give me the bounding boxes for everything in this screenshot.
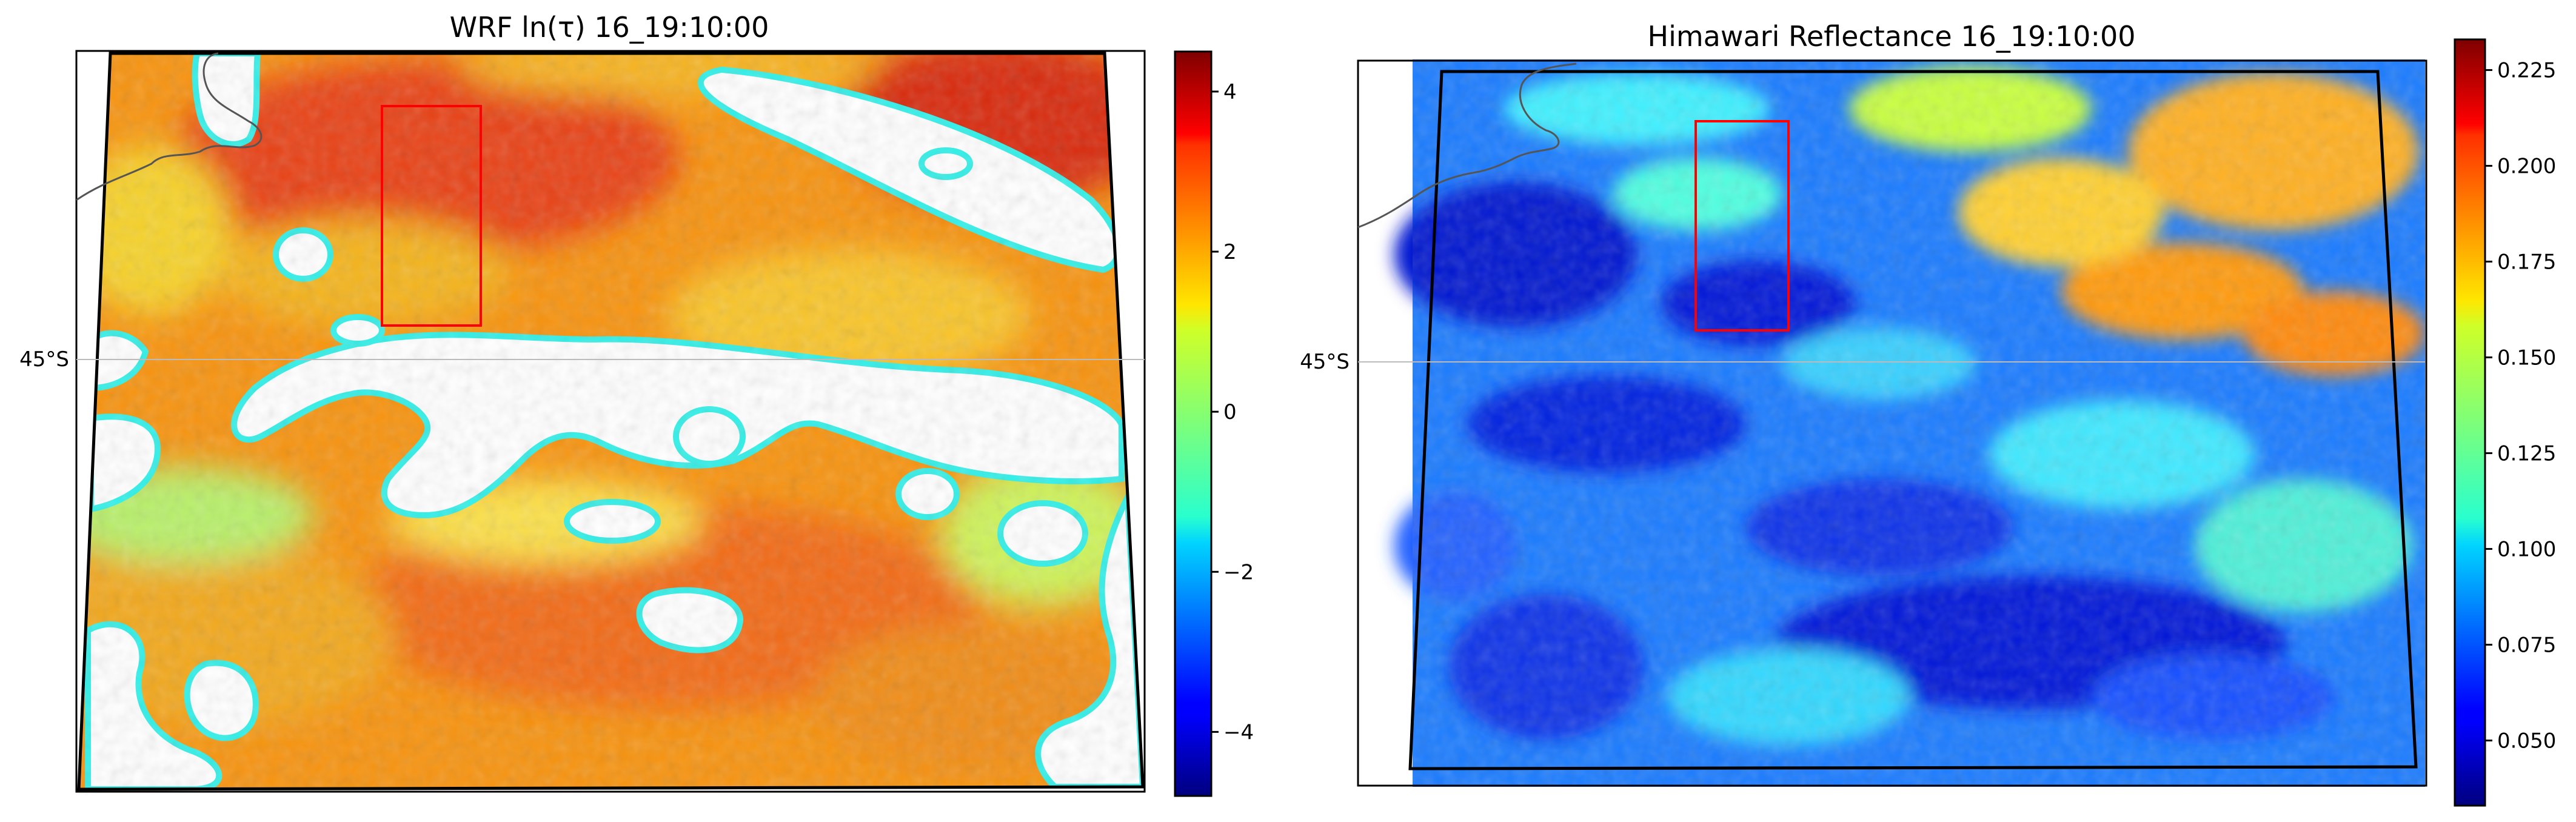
wrf-axes-frame: [75, 50, 1146, 793]
wrf-colorbar-tick-label: −2: [1223, 560, 1254, 584]
himawari-domain-boundary: [1408, 70, 2418, 770]
wrf-red-box: [381, 105, 482, 327]
wrf-colorbar-tick-label: 4: [1223, 80, 1237, 104]
wrf-colorbar-ticks: 4 2 0 −2 −4: [1211, 80, 1254, 744]
himawari-field: [1394, 59, 2425, 787]
himawari-coastline: [1357, 62, 1577, 229]
himawari-colorbar-tick-label: 0.125: [2497, 442, 2556, 466]
himawari-lat-label: 45°S: [1300, 350, 1350, 374]
himawari-colorbar-tick-label: 0.225: [2497, 59, 2556, 83]
himawari-axes-frame: [1357, 59, 2427, 787]
himawari-panel: Himawari Reflectance 16_19:10:00: [1300, 20, 2556, 807]
wrf-field: [79, 53, 1143, 789]
himawari-colorbar-tick-label: 0.150: [2497, 346, 2556, 370]
wrf-colorbar-gradient: [1174, 50, 1213, 797]
himawari-colorbar-ticks: 0.225 0.200 0.175 0.150 0.125 0.100 0.075 0.050: [2485, 59, 2556, 754]
wrf-texture: [79, 53, 1143, 789]
wrf-title: WRF ln(τ) 16_19:10:00: [450, 11, 769, 44]
wrf-panel: WRF ln(τ) 16_19:10:00: [19, 11, 1254, 797]
himawari-colorbar-tick-label: 0.075: [2497, 633, 2556, 658]
himawari-colorbar-tick-label: 0.200: [2497, 155, 2556, 179]
himawari-colorbar-gradient: [2454, 38, 2486, 807]
himawari-red-box: [1694, 120, 1790, 332]
himawari-texture: [1413, 59, 2425, 787]
wrf-coastline: [76, 52, 263, 201]
himawari-title: Himawari Reflectance 16_19:10:00: [1648, 20, 2136, 53]
wrf-colorbar: 4 2 0 −2 −4: [1174, 50, 1254, 797]
wrf-colorbar-tick-label: 0: [1223, 400, 1237, 424]
wrf-lat-label: 45°S: [19, 347, 69, 372]
himawari-colorbar: 0.225 0.200 0.175 0.150 0.125 0.100 0.075 0.050: [2454, 38, 2556, 807]
himawari-colorbar-tick-label: 0.050: [2497, 729, 2556, 754]
wrf-colorbar-tick-label: −4: [1223, 720, 1254, 744]
wrf-domain-boundary: [77, 52, 1145, 791]
wrf-colorbar-tick-label: 2: [1223, 240, 1237, 264]
himawari-colorbar-tick-label: 0.100: [2497, 538, 2556, 562]
himawari-colorbar-tick-label: 0.175: [2497, 250, 2556, 275]
